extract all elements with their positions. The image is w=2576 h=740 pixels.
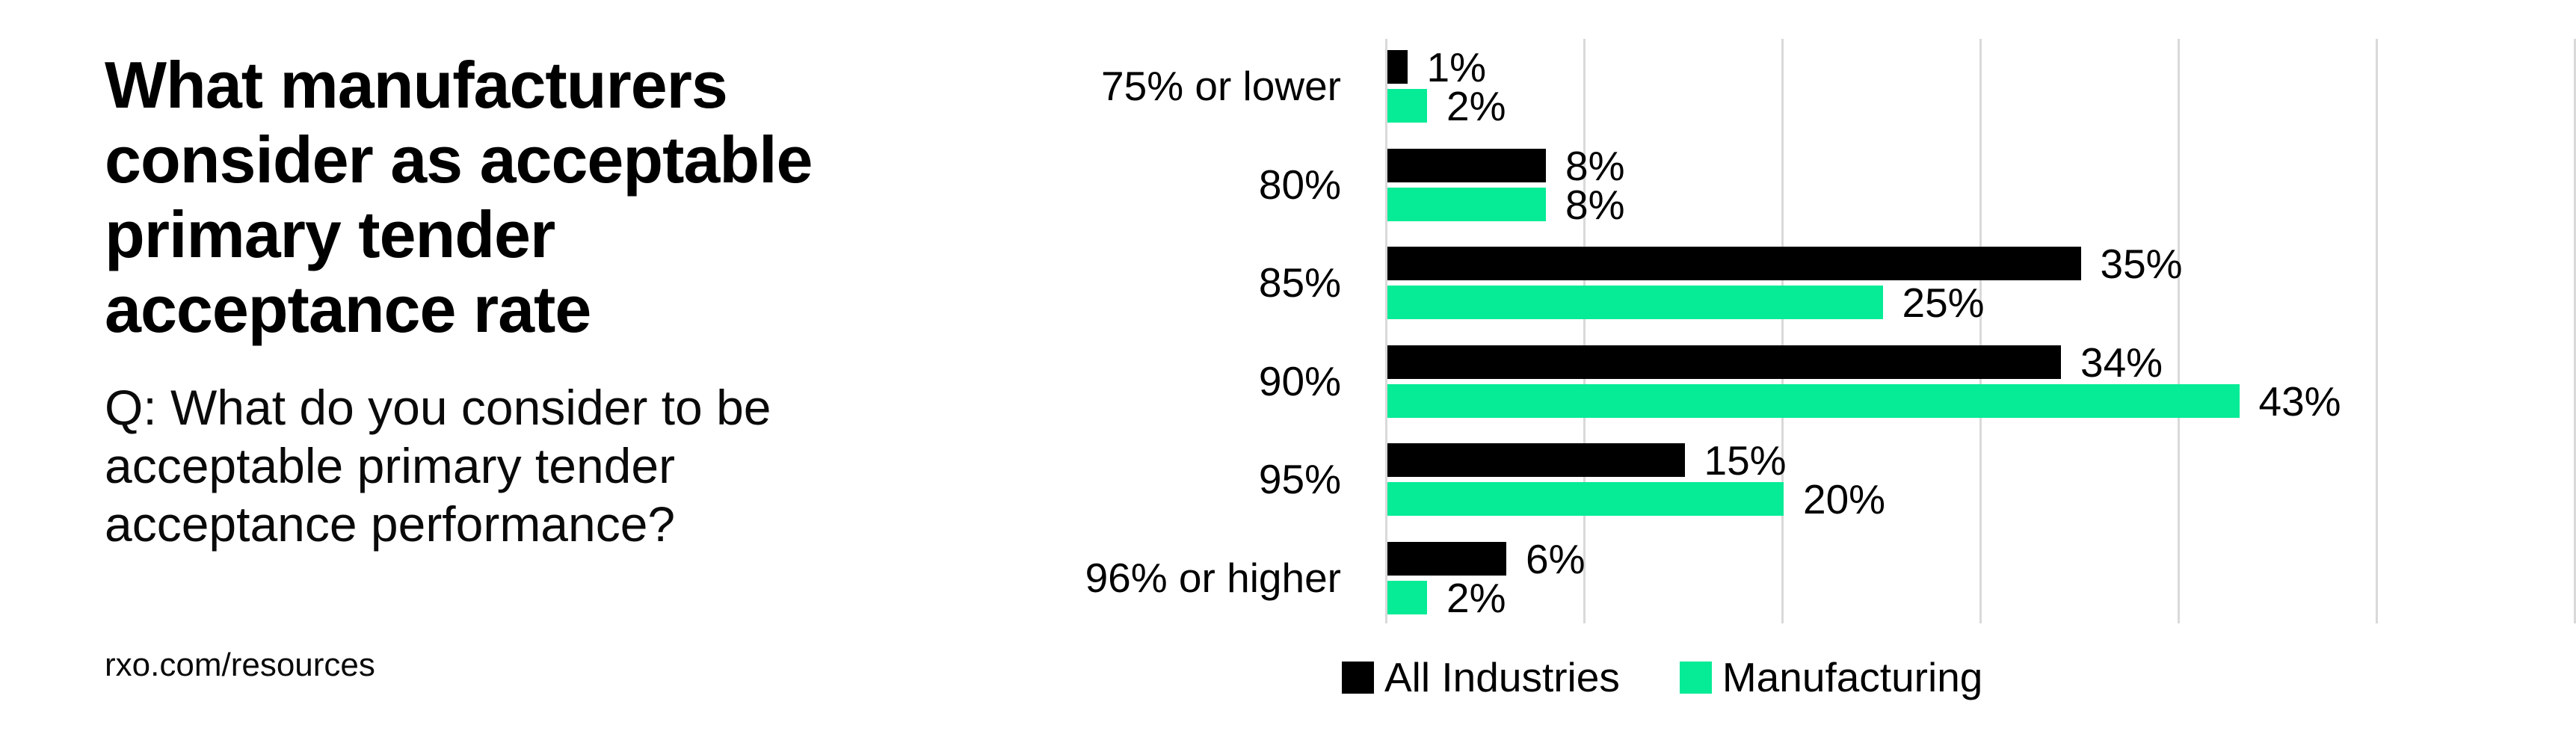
value-label: 35% (2100, 241, 2183, 287)
axis-line (1384, 39, 1387, 623)
value-label: 34% (2080, 339, 2163, 386)
value-label: 8% (1565, 142, 1625, 189)
plot-area: 75% or lower 1% 2% 80% 8% 8% 85% 35% 25% 90% 34% 43… (1085, 39, 2576, 623)
value-label: 6% (1526, 535, 1586, 582)
title-line: primary tender (105, 197, 555, 271)
subtitle-line: acceptable primary tender (105, 438, 676, 493)
bar-manufacturing (1387, 89, 1427, 123)
bar-manufacturing (1387, 482, 1784, 516)
bar-row: 96% or higher 6% 2% (1085, 535, 2575, 621)
subtitle-line: acceptance performance? (105, 496, 676, 552)
category-label: 80% (1258, 161, 1341, 208)
page-title: What manufacturers consider as acceptabl… (105, 48, 813, 347)
bar-row: 80% 8% 8% (1259, 142, 2575, 228)
subtitle-line: Q: What do you consider to be (105, 380, 771, 435)
legend-swatch-manufacturing (1679, 662, 1712, 694)
bar-all-industries (1387, 148, 1546, 182)
value-label: 2% (1446, 83, 1506, 129)
legend-label: All Industries (1384, 654, 1620, 700)
bar-all-industries (1387, 541, 1506, 576)
bar-row: 75% or lower 1% 2% (1101, 44, 2575, 129)
value-label: 20% (1803, 476, 1886, 522)
bar-all-industries (1387, 443, 1685, 477)
gridline (1781, 39, 1784, 623)
gridline (1583, 39, 1586, 623)
category-label: 96% or higher (1085, 554, 1341, 601)
legend-item: All Industries (1342, 654, 1620, 700)
bar-manufacturing (1387, 187, 1546, 221)
category-label: 85% (1258, 259, 1341, 306)
value-label: 2% (1446, 574, 1506, 621)
bar-all-industries (1387, 247, 2081, 280)
legend-swatch-all-industries (1342, 662, 1374, 694)
gridline (1979, 39, 1982, 623)
value-label: 43% (2258, 377, 2341, 425)
bar-manufacturing (1387, 286, 1883, 319)
bar-all-industries (1387, 345, 2061, 379)
title-line: acceptance rate (105, 272, 591, 346)
bar-row: 85% 35% 25% (1259, 241, 2575, 326)
bar-manufacturing (1387, 383, 2240, 418)
value-label: 1% (1426, 44, 1487, 90)
bar-all-industries (1387, 50, 1408, 84)
value-label: 8% (1565, 181, 1625, 228)
survey-question: Q: What do you consider to be acceptable… (105, 378, 771, 553)
gridline (2177, 39, 2180, 623)
category-label: 95% (1258, 456, 1341, 502)
value-label: 25% (1902, 280, 1985, 326)
category-label: 90% (1258, 357, 1341, 404)
title-line: What manufacturers (105, 48, 728, 122)
bar-row: 95% 15% 20% (1259, 437, 2575, 522)
legend-item: Manufacturing (1679, 654, 1983, 700)
bar-manufacturing (1387, 580, 1427, 614)
source-url: rxo.com/resources (105, 647, 375, 683)
gridline (2375, 39, 2378, 623)
bar-row: 90% 34% 43% (1259, 339, 2575, 425)
legend: All Industries Manufacturing (1342, 654, 1983, 700)
legend-label: Manufacturing (1722, 654, 1983, 700)
gridline (2573, 39, 2576, 623)
value-label: 15% (1704, 437, 1787, 484)
category-label: 75% or lower (1101, 63, 1341, 109)
title-line: consider as acceptable (105, 123, 813, 197)
